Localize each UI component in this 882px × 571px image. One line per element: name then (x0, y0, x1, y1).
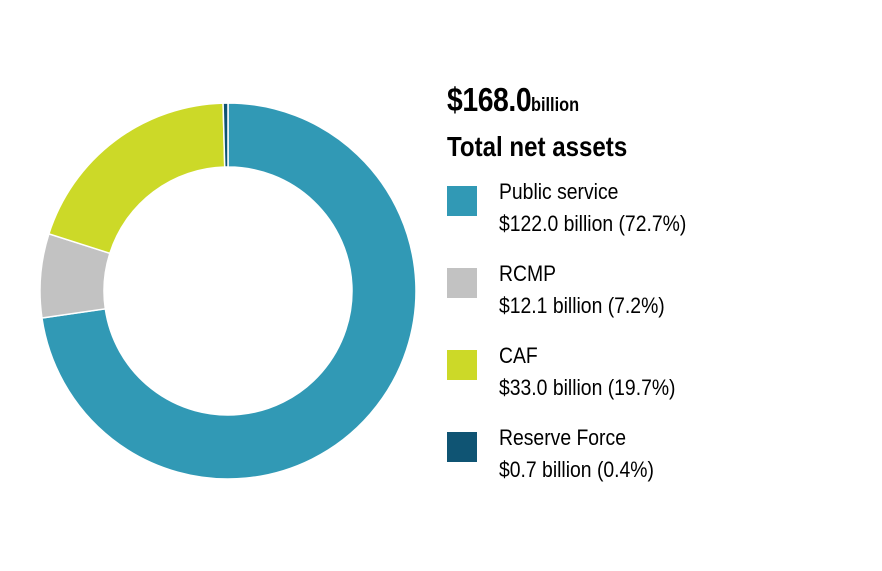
legend-label-reserve-force: Reserve Force (499, 425, 626, 450)
legend-label-public-service: Public service (499, 179, 619, 204)
chart-header: $168.0 billion Total net assets (447, 80, 867, 163)
legend-item-reserve-force: Reserve Force $0.7 billion (0.4%) (447, 424, 867, 494)
legend-value-rcmp: $12.1 billion (7.2%) (499, 293, 665, 318)
total-line: $168.0 billion (447, 80, 867, 127)
legend-item-public-service: Public service $122.0 billion (72.7%) (447, 178, 867, 248)
legend-swatch-public-service (447, 186, 477, 216)
legend-value-public-service: $122.0 billion (72.7%) (499, 211, 687, 236)
donut-slice-caf (47, 102, 226, 255)
legend-value-reserve-force: $0.7 billion (0.4%) (499, 457, 654, 482)
legend-value-caf: $33.0 billion (19.7%) (499, 375, 676, 400)
legend-label-caf: CAF (499, 343, 538, 368)
total-unit: billion (531, 95, 580, 116)
donut-slice-reserve-force (222, 102, 229, 168)
legend-item-caf: CAF $33.0 billion (19.7%) (447, 342, 867, 412)
legend-swatch-caf (447, 350, 477, 380)
legend-label-rcmp: RCMP (499, 261, 557, 286)
total-value: $168.0 (447, 81, 532, 118)
legend-swatch-reserve-force (447, 432, 477, 462)
legend-swatch-rcmp (447, 268, 477, 298)
legend-item-rcmp: RCMP $12.1 billion (7.2%) (447, 260, 867, 330)
chart-title: Total net assets (447, 131, 628, 162)
donut-slice-public-service (41, 102, 417, 480)
